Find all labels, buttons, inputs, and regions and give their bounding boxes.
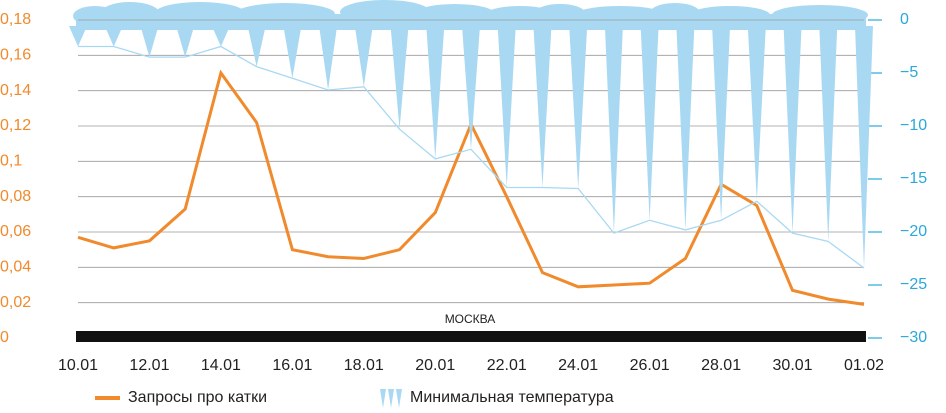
series-line xyxy=(78,45,865,269)
icicle xyxy=(569,26,588,189)
icicle xyxy=(640,26,659,221)
icicle xyxy=(211,26,230,47)
x-tick-label: 20.01 xyxy=(415,357,455,374)
x-tick-label: 30.01 xyxy=(773,357,813,374)
y2-tick-label: −25 xyxy=(900,276,927,293)
icicle xyxy=(140,26,159,58)
icicle xyxy=(783,26,802,234)
icicle xyxy=(747,26,766,202)
icicle xyxy=(819,26,838,242)
icicle xyxy=(247,26,266,67)
y2-tick-label: −20 xyxy=(900,223,927,240)
x-tick-label: 28.01 xyxy=(701,357,741,374)
y-tick-label: 0 xyxy=(0,329,9,346)
icicle xyxy=(855,26,873,269)
x-tick-label: 16.01 xyxy=(272,357,312,374)
icicle xyxy=(283,26,302,79)
y2-tick-label: −15 xyxy=(900,170,927,187)
y-tick-label: 0,18 xyxy=(0,11,31,28)
y2-tick-label: −10 xyxy=(900,117,927,134)
x-tick-label: 12.01 xyxy=(129,357,169,374)
y-tick-label: 0,02 xyxy=(0,294,31,311)
y2-tick-label: −30 xyxy=(900,329,927,346)
icicle xyxy=(319,26,338,90)
y2-tick-label: 0 xyxy=(900,11,909,28)
icicle xyxy=(354,26,373,87)
y2-tick-label: −5 xyxy=(900,64,918,81)
x-tick-label: 26.01 xyxy=(630,357,670,374)
x-tick-label: 18.01 xyxy=(344,357,384,374)
annotation: МОСКВА xyxy=(445,312,496,326)
legend-label: Минимальная температура xyxy=(410,389,614,406)
y-tick-label: 0,08 xyxy=(0,188,31,205)
legend-label: Запросы про катки xyxy=(128,389,267,406)
icicle xyxy=(604,26,623,234)
x-tick-label: 14.01 xyxy=(201,357,241,374)
legend-swatch xyxy=(380,389,402,408)
y-tick-label: 0,04 xyxy=(0,259,31,276)
y-tick-label: 0,12 xyxy=(0,117,31,134)
y-tick-label: 0,14 xyxy=(0,82,31,99)
x-tick-label: 01.02 xyxy=(844,357,884,374)
base-bar xyxy=(76,331,866,342)
icicle xyxy=(712,26,731,221)
icicle xyxy=(497,26,516,188)
x-tick-label: 10.01 xyxy=(58,357,98,374)
icicle xyxy=(426,26,445,159)
icicle xyxy=(176,26,195,58)
icicle xyxy=(676,26,695,230)
y-tick-label: 0,06 xyxy=(0,223,31,240)
cloud xyxy=(73,0,868,30)
x-tick-label: 24.01 xyxy=(558,357,598,374)
icicle xyxy=(462,26,480,150)
icicle xyxy=(69,26,87,47)
icicle xyxy=(104,26,123,47)
x-tick-label: 22.01 xyxy=(487,357,527,374)
icicle xyxy=(390,26,409,130)
y-tick-label: 0,16 xyxy=(0,47,31,64)
y-tick-label: 0,1 xyxy=(0,153,22,170)
icicle xyxy=(533,26,552,188)
